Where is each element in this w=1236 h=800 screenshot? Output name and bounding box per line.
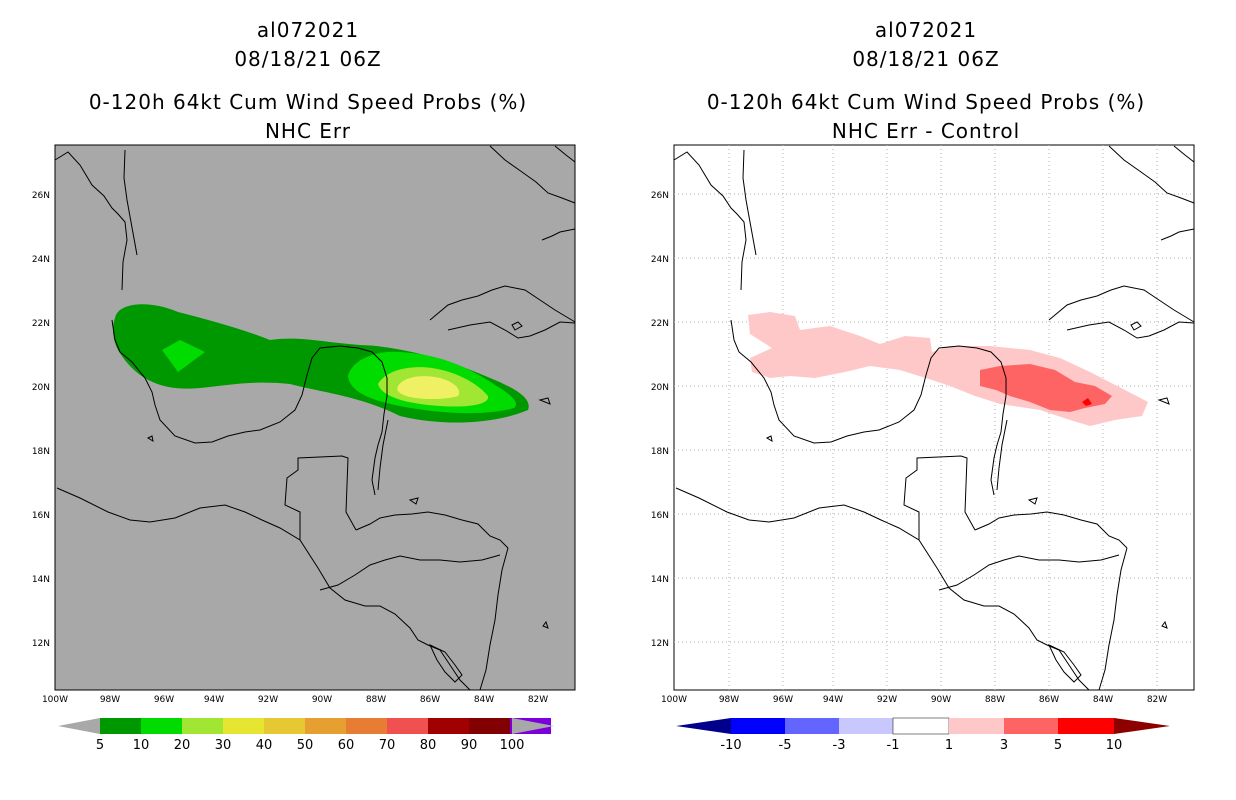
left-lon-label: 92W bbox=[258, 695, 278, 705]
right-lon-label: 88W bbox=[985, 695, 1005, 705]
right-lat-label: 24N bbox=[651, 255, 669, 265]
right-lat-label: 16N bbox=[651, 511, 669, 521]
right-colorbar-label: 1 bbox=[945, 738, 953, 753]
left-colorbar-label: 50 bbox=[297, 738, 314, 753]
right-lon-label: 92W bbox=[877, 695, 897, 705]
right-colorbar-label: -1 bbox=[887, 738, 900, 753]
right-colorbar-box bbox=[785, 718, 839, 734]
left-colorbar-label: 60 bbox=[338, 738, 355, 753]
left-title-date: 08/18/21 06Z bbox=[234, 47, 382, 71]
right-colorbar-label: -3 bbox=[833, 738, 846, 753]
left-lat-label: 12N bbox=[32, 639, 50, 649]
left-lon-label: 94W bbox=[204, 695, 224, 705]
right-colorbar-box bbox=[1058, 718, 1114, 734]
right-lon-label: 84W bbox=[1093, 695, 1113, 705]
right-colorbar-label: 5 bbox=[1054, 738, 1062, 753]
left-colorbar-box bbox=[100, 718, 141, 734]
right-colorbar-box bbox=[839, 718, 893, 734]
right-lon-label: 98W bbox=[719, 695, 739, 705]
right-colorbar-box bbox=[731, 718, 785, 734]
left-lon-label: 100W bbox=[42, 695, 68, 705]
left-lon-ticks: 100W 98W 96W 94W 92W 90W 88W 86W 84W 82W bbox=[42, 695, 548, 705]
right-lon-label: 82W bbox=[1147, 695, 1167, 705]
right-difference-contours bbox=[748, 312, 1148, 426]
left-title-storm-id: al072021 bbox=[256, 18, 360, 42]
left-probability-contours bbox=[113, 304, 529, 423]
left-lat-label: 16N bbox=[32, 511, 50, 521]
left-lat-label: 20N bbox=[32, 383, 50, 393]
left-lon-label: 98W bbox=[100, 695, 120, 705]
left-lon-label: 86W bbox=[420, 695, 440, 705]
right-lon-label: 90W bbox=[931, 695, 951, 705]
left-lat-label: 18N bbox=[32, 447, 50, 457]
left-colorbar-box bbox=[428, 718, 469, 734]
left-colorbar-box bbox=[469, 718, 510, 734]
left-lat-label: 26N bbox=[32, 191, 50, 201]
left-colorbar-label: 70 bbox=[379, 738, 396, 753]
left-lat-label: 22N bbox=[32, 319, 50, 329]
left-colorbar-box bbox=[346, 718, 387, 734]
right-colorbar-label: -10 bbox=[720, 738, 741, 753]
left-colorbar-box bbox=[223, 718, 264, 734]
right-map: 26N 24N 22N 20N 18N 16N 14N 12N 100W 98W… bbox=[651, 144, 1195, 705]
left-map: 26N 24N 22N 20N 18N 16N 14N 12N 100W 98W… bbox=[32, 144, 576, 705]
right-colorbar-box bbox=[1004, 718, 1058, 734]
right-lat-label: 20N bbox=[651, 383, 669, 393]
right-lon-label: 86W bbox=[1039, 695, 1059, 705]
right-lat-label: 14N bbox=[651, 575, 669, 585]
left-colorbar-box bbox=[141, 718, 182, 734]
right-lon-label: 94W bbox=[823, 695, 843, 705]
right-title-model: NHC Err - Control bbox=[831, 119, 1021, 143]
right-title-product: 0-120h 64kt Cum Wind Speed Probs (%) bbox=[706, 90, 1146, 114]
left-colorbar-box bbox=[182, 718, 223, 734]
right-title-date: 08/18/21 06Z bbox=[852, 47, 1000, 71]
right-colorbar-label: 10 bbox=[1106, 738, 1123, 753]
left-colorbar-low-arrow bbox=[58, 718, 100, 734]
right-lat-label: 18N bbox=[651, 447, 669, 457]
left-lat-ticks: 26N 24N 22N 20N 18N 16N 14N 12N bbox=[32, 191, 50, 649]
left-lon-label: 90W bbox=[312, 695, 332, 705]
right-lon-label: 96W bbox=[773, 695, 793, 705]
left-lon-label: 82W bbox=[528, 695, 548, 705]
right-title-storm-id: al072021 bbox=[874, 18, 978, 42]
right-colorbar-high-arrow bbox=[1114, 718, 1170, 734]
left-colorbar-label: 100 bbox=[500, 738, 525, 753]
left-colorbar-label: 5 bbox=[96, 738, 104, 753]
left-colorbar-box bbox=[264, 718, 305, 734]
left-title-product: 0-120h 64kt Cum Wind Speed Probs (%) bbox=[88, 90, 528, 114]
left-lat-label: 24N bbox=[32, 255, 50, 265]
left-title-model: NHC Err bbox=[264, 119, 352, 143]
left-colorbar-label: 10 bbox=[133, 738, 150, 753]
right-lat-label: 12N bbox=[651, 639, 669, 649]
right-colorbar: -10 -5 -3 -1 1 3 5 10 bbox=[676, 717, 1170, 753]
left-lon-label: 96W bbox=[154, 695, 174, 705]
right-colorbar-labels: -10 -5 -3 -1 1 3 5 10 bbox=[720, 738, 1122, 753]
left-colorbar-label: 80 bbox=[420, 738, 437, 753]
right-colorbar-low-arrow bbox=[676, 718, 731, 734]
left-lat-label: 14N bbox=[32, 575, 50, 585]
right-lat-ticks: 26N 24N 22N 20N 18N 16N 14N 12N bbox=[651, 191, 669, 649]
right-colorbar-boxes bbox=[676, 717, 1170, 735]
left-lon-label: 88W bbox=[366, 695, 386, 705]
left-colorbar-box bbox=[387, 718, 428, 734]
left-colorbar-label: 20 bbox=[174, 738, 191, 753]
right-lon-ticks: 100W 98W 96W 94W 92W 90W 88W 86W 84W 82W bbox=[661, 695, 1167, 705]
left-colorbar: 5 10 20 30 40 50 60 70 80 90 100 bbox=[58, 718, 554, 753]
left-colorbar-labels: 5 10 20 30 40 50 60 70 80 90 100 bbox=[96, 738, 525, 753]
left-lon-label: 84W bbox=[474, 695, 494, 705]
left-colorbar-boxes bbox=[100, 718, 551, 734]
right-colorbar-label: 3 bbox=[1000, 738, 1008, 753]
left-colorbar-label: 30 bbox=[215, 738, 232, 753]
right-lon-label: 100W bbox=[661, 695, 687, 705]
right-lat-label: 22N bbox=[651, 319, 669, 329]
right-colorbar-label: -5 bbox=[779, 738, 792, 753]
left-colorbar-label: 90 bbox=[461, 738, 478, 753]
left-colorbar-box bbox=[305, 718, 346, 734]
left-colorbar-label: 40 bbox=[256, 738, 273, 753]
right-colorbar-box bbox=[949, 718, 1004, 734]
left-colorbar-high-arrow bbox=[512, 718, 554, 734]
right-colorbar-box bbox=[892, 717, 950, 735]
right-lat-label: 26N bbox=[651, 191, 669, 201]
